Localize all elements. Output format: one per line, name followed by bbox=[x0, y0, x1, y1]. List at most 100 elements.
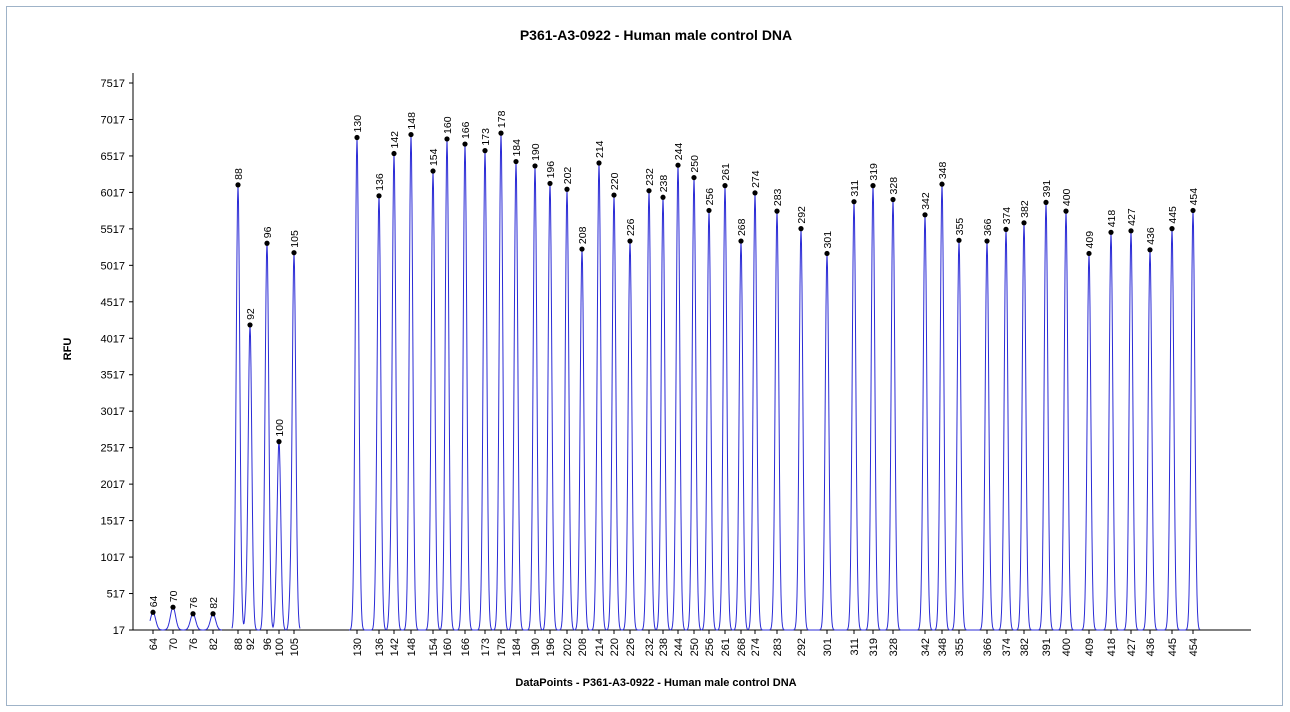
peak-label: 382 bbox=[1019, 200, 1031, 218]
x-tick-label: 178 bbox=[496, 638, 508, 656]
y-tick-label: 17 bbox=[113, 625, 125, 637]
x-tick-label: 292 bbox=[796, 638, 808, 656]
x-tick-label: 70 bbox=[168, 638, 180, 650]
peak-label: 342 bbox=[920, 192, 932, 210]
peak-marker bbox=[824, 250, 830, 257]
y-tick-label: 7517 bbox=[101, 78, 125, 90]
peak-marker bbox=[984, 238, 990, 244]
peak-marker bbox=[247, 322, 253, 328]
y-tick-label: 517 bbox=[107, 589, 125, 601]
y-tick-label: 3017 bbox=[101, 406, 125, 418]
peak-marker bbox=[564, 186, 570, 192]
peak-label: 76 bbox=[188, 597, 200, 609]
x-tick-label: 244 bbox=[673, 638, 685, 656]
peak-label: 454 bbox=[1188, 188, 1200, 206]
x-tick-label: 154 bbox=[428, 638, 440, 656]
x-axis-label: DataPoints - P361-A3-0922 - Human male c… bbox=[515, 677, 796, 689]
x-tick-label: 160 bbox=[442, 638, 454, 656]
x-tick-label: 92 bbox=[245, 638, 257, 650]
peak-marker bbox=[391, 150, 397, 157]
x-tick-label: 445 bbox=[1167, 638, 1179, 656]
x-tick-label: 232 bbox=[644, 638, 656, 656]
peak-marker bbox=[1086, 250, 1092, 257]
x-tick-label: 202 bbox=[562, 638, 574, 656]
trace-segment bbox=[149, 606, 223, 631]
peak-marker bbox=[675, 162, 681, 168]
peak-label: 261 bbox=[720, 163, 732, 181]
peak-marker bbox=[1147, 247, 1153, 253]
x-tick-label: 100 bbox=[274, 638, 286, 656]
x-tick-label: 88 bbox=[233, 638, 245, 650]
x-tick-label: 391 bbox=[1041, 638, 1053, 656]
y-tick-label: 2017 bbox=[101, 479, 125, 491]
trace-segment bbox=[348, 133, 1201, 631]
peak-marker bbox=[738, 238, 744, 244]
peak-label: 238 bbox=[658, 175, 670, 193]
peak-label: 283 bbox=[772, 188, 784, 206]
peak-label: 348 bbox=[937, 161, 949, 179]
peak-marker bbox=[376, 193, 382, 199]
peak-label: 166 bbox=[460, 121, 472, 139]
peak-label: 142 bbox=[389, 131, 401, 149]
y-tick-label: 5517 bbox=[101, 224, 125, 236]
x-tick-label: 283 bbox=[772, 638, 784, 656]
peak-marker bbox=[922, 212, 928, 218]
x-tick-label: 256 bbox=[704, 638, 716, 656]
peak-label: 374 bbox=[1001, 207, 1013, 225]
y-axis-label: RFU bbox=[62, 338, 74, 361]
peak-label: 148 bbox=[406, 112, 418, 130]
peak-label: 232 bbox=[644, 168, 656, 186]
x-tick-label: 142 bbox=[389, 638, 401, 656]
x-tick-label: 250 bbox=[689, 638, 701, 656]
x-tick-label: 427 bbox=[1126, 638, 1138, 656]
x-tick-label: 348 bbox=[937, 638, 949, 656]
peak-label: 202 bbox=[562, 167, 574, 185]
peak-label: 301 bbox=[822, 231, 834, 249]
peak-label: 92 bbox=[245, 308, 257, 320]
peak-marker bbox=[1190, 207, 1196, 214]
peak-marker bbox=[190, 611, 196, 617]
peak-marker bbox=[547, 180, 553, 187]
y-tick-label: 1517 bbox=[101, 516, 125, 528]
peak-marker bbox=[660, 194, 666, 200]
peak-label: 311 bbox=[849, 180, 861, 197]
x-tick-label: 96 bbox=[262, 638, 274, 650]
peak-marker bbox=[482, 148, 488, 154]
peak-label: 319 bbox=[868, 163, 880, 181]
peak-marker bbox=[408, 131, 414, 138]
peak-label: 96 bbox=[262, 226, 274, 238]
peak-label: 160 bbox=[442, 116, 454, 134]
peak-label: 190 bbox=[530, 143, 542, 161]
x-tick-label: 220 bbox=[609, 638, 621, 656]
peak-label: 400 bbox=[1061, 188, 1073, 206]
peak-marker bbox=[291, 250, 297, 256]
peak-marker bbox=[939, 181, 945, 187]
trace bbox=[149, 133, 1201, 631]
x-tick-label: 400 bbox=[1061, 638, 1073, 656]
peak-label: 226 bbox=[625, 218, 637, 236]
peak-marker bbox=[354, 134, 360, 141]
peak-marker bbox=[513, 158, 519, 165]
peak-marker bbox=[851, 199, 857, 205]
peak-label: 256 bbox=[704, 188, 716, 206]
peak-label: 436 bbox=[1145, 227, 1157, 245]
peak-label: 391 bbox=[1041, 180, 1053, 198]
y-tick-label: 4017 bbox=[101, 333, 125, 345]
peak-label: 173 bbox=[480, 128, 492, 146]
peak-marker bbox=[691, 174, 697, 181]
x-ticks: 64 70 76 82 88 92 96 100 105 130 136 142 148 154 160 16… bbox=[148, 630, 1200, 656]
x-tick-label: 328 bbox=[888, 638, 900, 656]
peak-marker bbox=[150, 609, 156, 615]
peak-label: 100 bbox=[274, 419, 286, 437]
peak-marker bbox=[1043, 199, 1049, 205]
x-tick-label: 136 bbox=[374, 638, 386, 656]
peak-label: 274 bbox=[750, 170, 762, 188]
peak-marker bbox=[462, 141, 468, 147]
x-tick-label: 166 bbox=[460, 638, 472, 656]
y-tick-label: 2517 bbox=[101, 443, 125, 455]
peak-marker bbox=[798, 226, 804, 232]
x-tick-label: 105 bbox=[289, 638, 301, 656]
peak-marker bbox=[1128, 228, 1134, 234]
trace-segment bbox=[231, 184, 301, 631]
peak-marker bbox=[774, 208, 780, 214]
